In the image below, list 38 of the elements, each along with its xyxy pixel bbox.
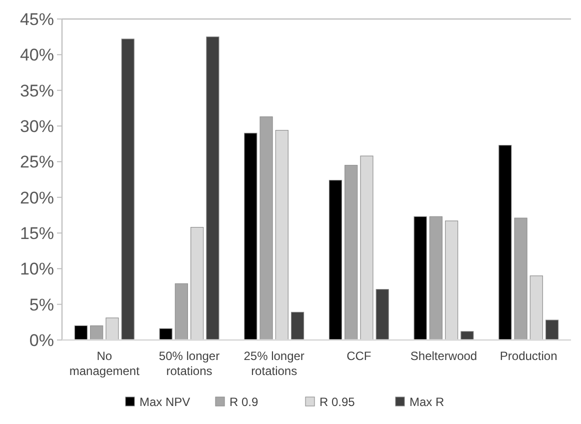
legend-label: Max R [410, 395, 445, 410]
x-tick-label: CCF [346, 349, 372, 363]
bar [429, 216, 442, 340]
y-tick-label: 45% [20, 10, 54, 29]
y-tick-label: 0% [29, 330, 54, 350]
x-tick-label: 25% longer rotations [244, 349, 304, 378]
y-tick-label: 35% [20, 81, 54, 100]
bar [206, 36, 220, 340]
x-tick-label: 50% longer rotations [158, 349, 220, 378]
bar [90, 325, 104, 340]
x-tick-label: No management [69, 349, 140, 378]
y-tick-label: 5% [29, 295, 54, 314]
bar [121, 38, 134, 340]
bar [260, 116, 273, 340]
y-tick-label: 25% [20, 152, 54, 172]
bar [545, 320, 559, 340]
legend-label: R 0.95 [320, 395, 356, 410]
bar [344, 164, 358, 340]
y-tick-label: 10% [20, 260, 54, 279]
bar [159, 328, 172, 340]
bar [414, 216, 427, 340]
bar [244, 132, 258, 340]
bar [460, 331, 474, 340]
x-tick-label: Shelterwood [410, 349, 478, 363]
y-tick-label: 40% [20, 46, 54, 65]
y-tick-label: 30% [20, 116, 54, 136]
bar [514, 218, 528, 340]
bar [376, 289, 389, 340]
bar [290, 312, 304, 340]
x-tick-label: Production [500, 349, 558, 363]
legend-label: R 0.9 [230, 395, 259, 410]
y-tick-label: 15% [20, 224, 54, 243]
legend-label: Max NPV [140, 395, 190, 410]
bar [328, 180, 342, 340]
bar [74, 325, 88, 340]
bar [174, 283, 188, 340]
bar [498, 144, 512, 340]
y-tick-label: 20% [20, 188, 54, 208]
